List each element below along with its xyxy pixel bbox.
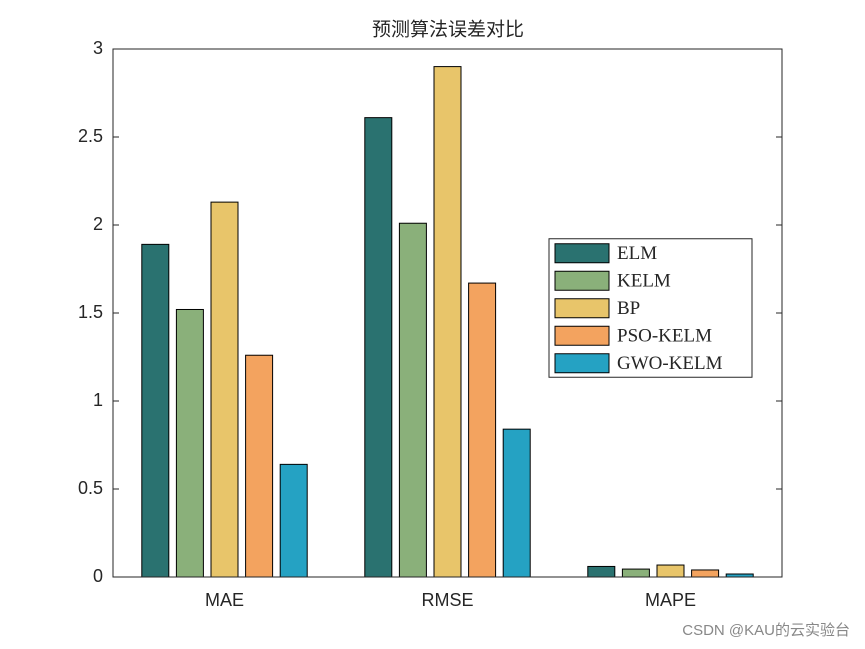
bar xyxy=(141,243,170,578)
y-tick-label: 0.5 xyxy=(78,478,103,498)
y-tick-label: 1.5 xyxy=(78,302,103,322)
bar xyxy=(279,463,308,578)
bar xyxy=(587,565,616,578)
legend-label: PSO-KELM xyxy=(617,326,712,347)
legend-label: KELM xyxy=(617,271,671,292)
legend-label: BP xyxy=(617,298,640,319)
bar xyxy=(175,308,204,578)
legend-swatch xyxy=(554,243,610,264)
y-tick-label: 1 xyxy=(93,390,103,410)
bar xyxy=(621,568,650,578)
y-tick-label: 2 xyxy=(93,214,103,234)
legend-swatch xyxy=(554,353,610,374)
y-tick-label: 0 xyxy=(93,566,103,586)
legend-swatch xyxy=(554,325,610,346)
bar xyxy=(502,428,531,578)
x-tick-label: RMSE xyxy=(421,590,473,610)
legend-swatch xyxy=(554,298,610,319)
legend-label: ELM xyxy=(617,243,657,264)
bar xyxy=(398,222,427,578)
y-tick-label: 3 xyxy=(93,38,103,58)
bar xyxy=(656,564,685,578)
bar xyxy=(691,569,720,578)
bar xyxy=(468,282,497,578)
plot-frame xyxy=(112,48,783,578)
bar xyxy=(245,354,274,578)
x-tick-label: MAPE xyxy=(645,590,696,610)
legend-swatch xyxy=(554,270,610,291)
bar xyxy=(210,201,239,578)
bar xyxy=(364,117,393,578)
x-tick-label: MAE xyxy=(205,590,244,610)
watermark: CSDN @KAU的云实验台 xyxy=(682,622,850,639)
chart-title: 预测算法误差对比 xyxy=(372,18,524,40)
legend-label: GWO-KELM xyxy=(617,353,723,374)
y-tick-label: 2.5 xyxy=(78,126,103,146)
bar xyxy=(433,66,462,578)
